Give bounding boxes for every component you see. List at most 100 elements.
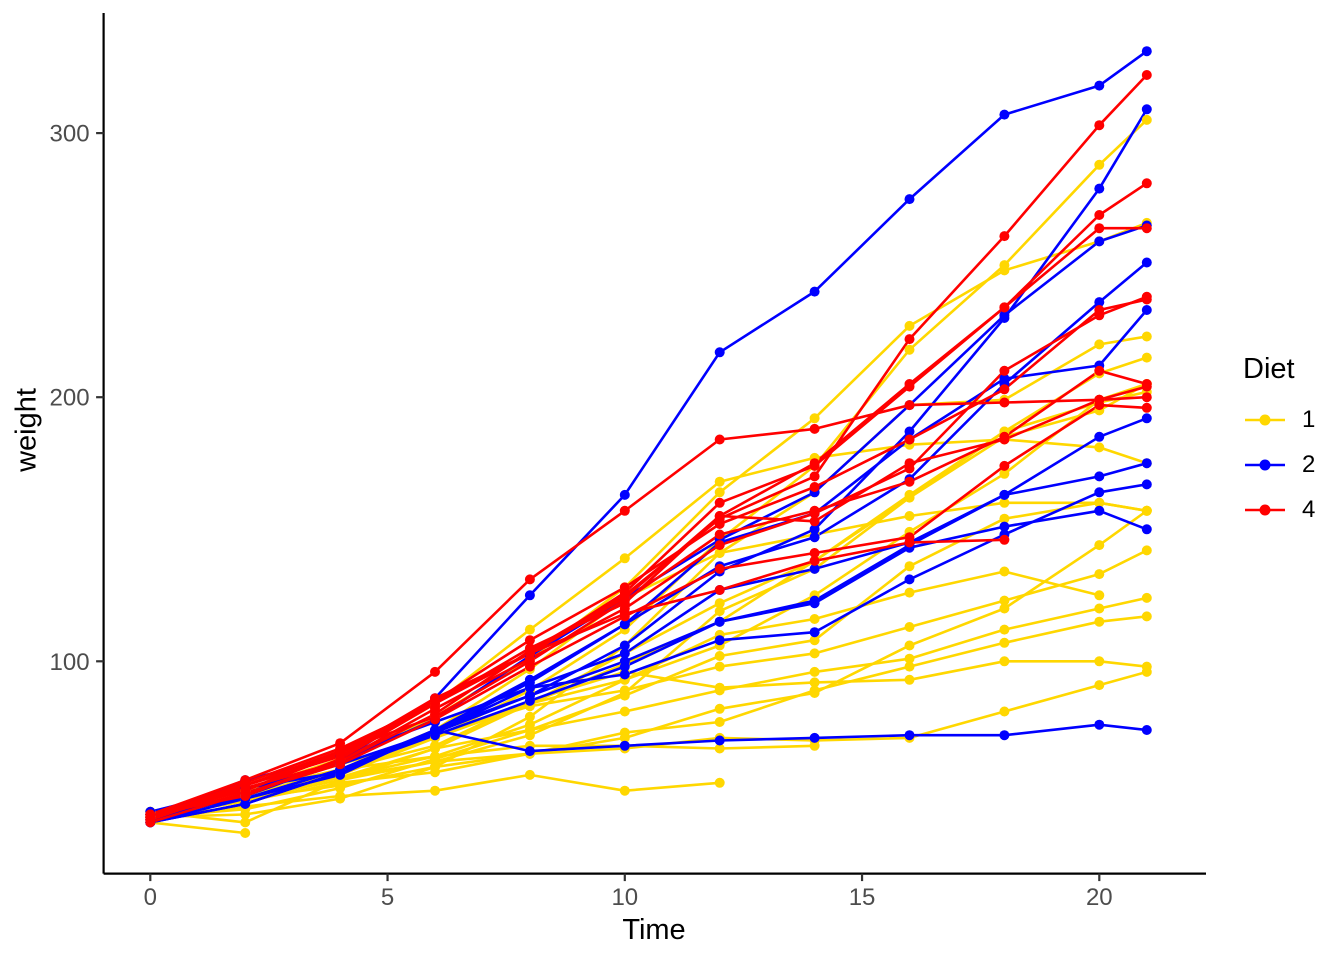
legend: Diet 1 2 4 [1240,352,1315,532]
data-point [1141,666,1152,677]
series-line-chick-19 [149,509,1149,814]
data-point [430,666,440,677]
y-tick-label: 100 [50,649,90,676]
data-point [1094,210,1105,220]
data-point [1094,339,1105,350]
data-point [714,540,725,551]
data-point [1141,114,1152,125]
data-point [524,711,535,722]
data-point [1094,656,1105,667]
data-point [619,505,630,516]
data-point [1094,80,1105,91]
data-point [809,482,820,492]
data-point [430,740,440,751]
data-point [1094,183,1105,194]
data-point [809,563,820,574]
data-point [904,379,915,389]
data-point [714,347,725,358]
series-line-chick-49 [149,298,1149,822]
data-point [809,458,820,469]
data-point [619,611,630,622]
series-line-chick-2 [149,356,1149,822]
data-point [904,492,915,503]
data-point [619,590,630,601]
data-point [809,555,820,566]
data-point [240,828,251,838]
data-point [714,519,725,529]
data-point [1094,297,1105,308]
data-point [619,661,630,672]
data-point [809,732,820,743]
data-point [714,635,725,646]
series-line-chick-46 [149,295,1149,822]
data-point [714,717,725,727]
data-point [1141,611,1152,622]
data-point [904,661,915,672]
data-point [809,740,820,751]
data-point [1094,497,1105,508]
data-point [714,651,725,661]
legend-entry-label: 2 [1302,450,1316,478]
data-point [904,587,915,598]
data-point [904,463,915,474]
data-point [1094,540,1105,551]
data-point [1141,331,1152,342]
data-point [714,606,725,617]
data-point [1141,592,1152,603]
data-point [904,511,915,521]
data-point [809,677,820,688]
legend-key-icon [1245,414,1285,425]
data-point [904,194,915,205]
data-point [1141,104,1152,115]
data-point [619,489,630,500]
legend-key-icon [1245,459,1285,470]
data-point [999,468,1010,479]
data-point [999,384,1010,395]
data-point [524,635,535,646]
data-point [1141,725,1152,735]
data-point [430,767,440,778]
data-point [714,598,725,609]
data-point [1141,178,1152,189]
data-point [1094,590,1105,601]
data-point [714,661,725,672]
data-point [1141,305,1152,315]
data-point [1141,413,1152,424]
series-line-chick-29 [149,108,1149,824]
data-point [619,785,630,796]
x-tick-label: 15 [849,884,876,911]
data-point [999,460,1010,471]
data-point [1094,505,1105,516]
data-point [999,497,1010,508]
data-point [714,777,725,788]
data-point [1141,524,1152,535]
legend-entry-label: 4 [1302,495,1316,523]
data-point [809,516,820,527]
data-point [904,653,915,664]
data-point [1094,365,1105,376]
data-point [1094,603,1105,614]
legend-entry-diet-1: 1 [1240,397,1315,442]
data-point [999,365,1010,376]
data-point [619,582,630,593]
data-point [809,532,820,543]
data-point [145,812,156,823]
data-point [809,648,820,659]
data-point [999,489,1010,500]
data-point [999,513,1010,524]
data-point [999,534,1010,545]
data-point [999,373,1010,384]
data-point [619,669,630,680]
data-point [714,548,725,558]
data-point [1094,471,1105,482]
data-point [809,598,820,609]
data-point [1094,680,1105,691]
data-point [1141,392,1152,403]
data-point [809,548,820,558]
series-line-chick-1 [149,382,1149,816]
data-point [999,595,1010,606]
data-point [1094,400,1105,411]
data-point [430,709,440,720]
series-line-chick-20 [149,615,1149,819]
data-point [999,637,1010,648]
